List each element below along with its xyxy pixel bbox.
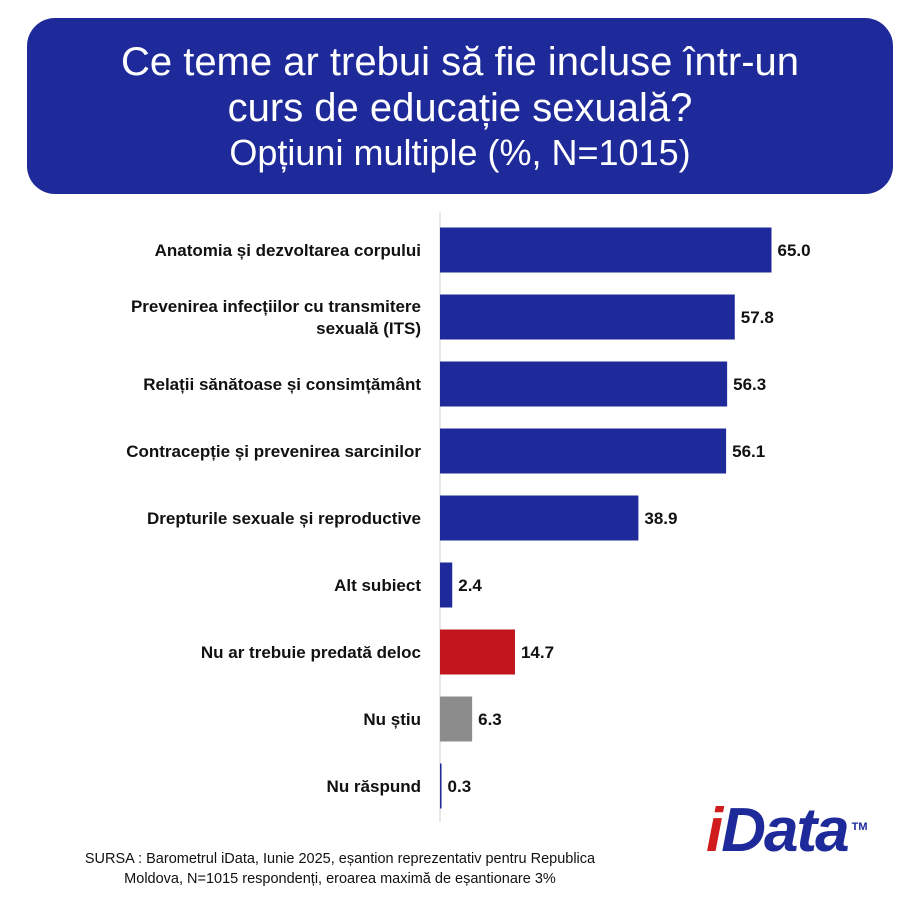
value-label-5: 38.9 (644, 509, 677, 528)
value-label-9: 0.3 (448, 777, 472, 796)
bar-9 (440, 763, 442, 809)
chart-title: Ce teme ar trebui să fie incluse într-un… (27, 18, 893, 194)
logo-part-data: Data (721, 796, 849, 865)
title-line-2: curs de educație sexuală? (227, 86, 693, 131)
bar-8 (440, 696, 473, 742)
value-label-2: 57.8 (741, 308, 774, 327)
title-line-3: Opțiuni multiple (%, N=1015) (229, 131, 691, 173)
value-label-4: 56.1 (732, 442, 765, 461)
category-label-2-line-1: Prevenirea infecțiilor cu transmitere (131, 297, 421, 316)
source-line-1: SURSA : Barometrul iData, Iunie 2025, eș… (84, 851, 596, 867)
category-label-2-line-2: sexuală (ITS) (316, 319, 421, 338)
value-label-3: 56.3 (733, 375, 766, 394)
idata-logo: iData TM (706, 800, 868, 862)
bar-7 (440, 629, 515, 675)
logo-trademark: TM (851, 821, 868, 833)
category-label-7: Nu ar trebuie predată deloc (201, 643, 421, 662)
value-label-7: 14.7 (521, 643, 554, 662)
source-line-2: Moldova, N=1015 respondenți, eroarea max… (124, 870, 556, 887)
value-label-6: 2.4 (458, 576, 482, 595)
category-label-5: Drepturile sexuale și reproductive (147, 509, 421, 528)
bar-4 (440, 428, 727, 474)
bar-2 (440, 294, 735, 340)
title-line-1: Ce teme ar trebui să fie incluse într-un (120, 39, 800, 84)
category-label-3: Relații sănătoase și consimțământ (143, 375, 421, 394)
logo-part-i: i (706, 796, 723, 865)
value-label-1: 65.0 (778, 241, 811, 260)
source-note: SURSA : Barometrul iData, Iunie 2025, eș… (20, 850, 660, 889)
bar-6 (440, 562, 453, 608)
bars-group: 65.0 Anatomia și dezvoltarea corpului 57.8… (126, 227, 811, 809)
bar-1 (440, 227, 772, 273)
category-label-8: Nu știu (363, 710, 421, 729)
category-label-6: Alt subiect (334, 576, 421, 595)
bar-3 (440, 361, 728, 407)
category-label-1: Anatomia și dezvoltarea corpului (155, 241, 421, 260)
category-label-9: Nu răspund (327, 777, 421, 796)
value-label-8: 6.3 (478, 710, 502, 729)
category-label-4: Contracepție și prevenirea sarcinilor (126, 442, 421, 461)
bar-5 (440, 495, 639, 541)
